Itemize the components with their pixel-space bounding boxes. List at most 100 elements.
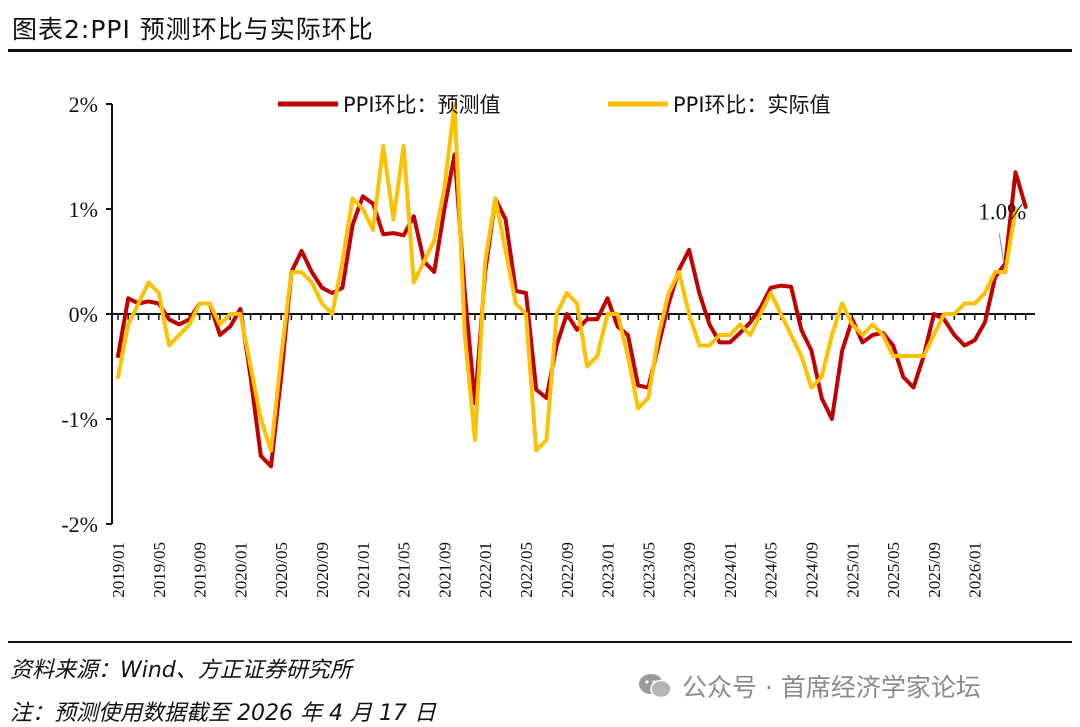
data-point xyxy=(280,355,282,357)
data-point xyxy=(892,344,894,347)
data-point xyxy=(678,271,680,273)
data-point xyxy=(841,349,843,352)
data-point xyxy=(729,341,731,344)
data-point xyxy=(270,449,272,452)
data-point xyxy=(739,332,741,334)
y-tick-label: 2% xyxy=(69,92,98,117)
data-point xyxy=(208,302,211,305)
data-point xyxy=(127,323,129,326)
series-layer xyxy=(116,102,1028,469)
data-point xyxy=(341,260,344,263)
data-point xyxy=(188,323,191,326)
data-point xyxy=(331,313,333,315)
data-point xyxy=(861,334,864,336)
x-tick-label: 2021/01 xyxy=(354,542,373,598)
data-point xyxy=(606,297,609,300)
data-point xyxy=(351,197,354,200)
data-point xyxy=(147,300,150,303)
title-divider xyxy=(8,49,1072,52)
page-title: 图表2:PPI 预测环比与实际环比 xyxy=(12,15,374,44)
data-point xyxy=(596,318,599,321)
series-forecast xyxy=(116,152,1028,469)
data-point xyxy=(657,334,660,336)
data-point xyxy=(1004,271,1007,273)
x-tick-label: 2024/05 xyxy=(762,542,781,598)
data-point xyxy=(321,302,323,305)
data-point xyxy=(780,313,782,315)
data-point xyxy=(790,334,792,336)
data-point xyxy=(933,313,935,315)
data-point xyxy=(790,285,792,288)
x-tick-label: 2020/09 xyxy=(313,542,332,598)
data-point xyxy=(168,318,170,321)
data-point xyxy=(963,302,966,305)
data-point xyxy=(127,297,129,300)
data-point xyxy=(300,271,303,273)
data-point xyxy=(820,397,823,399)
data-point xyxy=(647,397,650,399)
data-point xyxy=(667,292,670,294)
x-tick-label: 2025/09 xyxy=(925,542,944,598)
data-point xyxy=(535,388,537,391)
series-line xyxy=(116,152,1028,469)
data-point xyxy=(800,328,803,331)
data-point xyxy=(912,355,915,357)
data-point xyxy=(382,145,384,147)
annotation-leader xyxy=(998,233,1004,260)
data-point xyxy=(851,323,854,326)
data-point xyxy=(504,218,507,221)
data-point xyxy=(688,313,690,315)
data-point xyxy=(800,355,803,357)
data-point xyxy=(667,302,670,305)
y-tick-label: -2% xyxy=(61,512,98,537)
data-point xyxy=(616,313,619,315)
data-point xyxy=(545,439,548,441)
data-point xyxy=(912,386,915,389)
data-point xyxy=(555,344,558,347)
x-tick-label: 2024/09 xyxy=(803,542,822,598)
data-point xyxy=(433,271,435,273)
legend-label-actual: PPI环比：实际值 xyxy=(673,93,831,117)
series-actual xyxy=(116,102,1018,453)
watermark: 公众号 · 首席经济学家论坛 xyxy=(638,668,981,704)
watermark-text: 公众号 · 首席经济学家论坛 xyxy=(682,673,981,702)
data-point xyxy=(759,313,762,315)
data-point xyxy=(219,334,221,336)
data-point xyxy=(310,281,313,284)
data-point xyxy=(392,218,395,221)
data-point xyxy=(351,223,354,226)
data-point xyxy=(963,344,966,347)
data-point xyxy=(780,284,782,287)
data-point xyxy=(831,418,833,420)
data-point xyxy=(759,306,762,309)
data-point xyxy=(1024,206,1027,208)
data-point xyxy=(820,376,823,378)
x-tick-label: 2019/01 xyxy=(109,542,128,598)
data-point xyxy=(321,286,323,289)
y-tick-label: 0% xyxy=(69,302,98,327)
data-point xyxy=(484,260,486,263)
data-point xyxy=(953,334,956,336)
data-point xyxy=(402,145,405,147)
data-point xyxy=(494,197,497,200)
data-point xyxy=(749,334,752,336)
data-point xyxy=(229,313,231,315)
data-point xyxy=(576,328,578,331)
x-tick-label: 2021/05 xyxy=(395,542,414,598)
data-point xyxy=(739,323,741,326)
data-point xyxy=(616,325,619,328)
source-note: 资料来源：Wind、方正证券研究所 xyxy=(10,658,352,683)
data-point xyxy=(382,233,384,235)
data-point xyxy=(698,344,701,347)
x-tick-label: 2024/01 xyxy=(721,542,740,598)
x-tick-label: 2020/05 xyxy=(272,542,291,598)
data-point xyxy=(769,286,772,289)
data-point xyxy=(576,302,578,305)
data-point xyxy=(341,286,344,289)
data-point xyxy=(443,208,446,210)
x-tick-label: 2022/09 xyxy=(558,542,577,598)
data-point xyxy=(168,344,170,347)
x-tick-label: 2025/05 xyxy=(884,542,903,598)
data-point xyxy=(423,260,425,263)
data-point xyxy=(810,386,813,389)
